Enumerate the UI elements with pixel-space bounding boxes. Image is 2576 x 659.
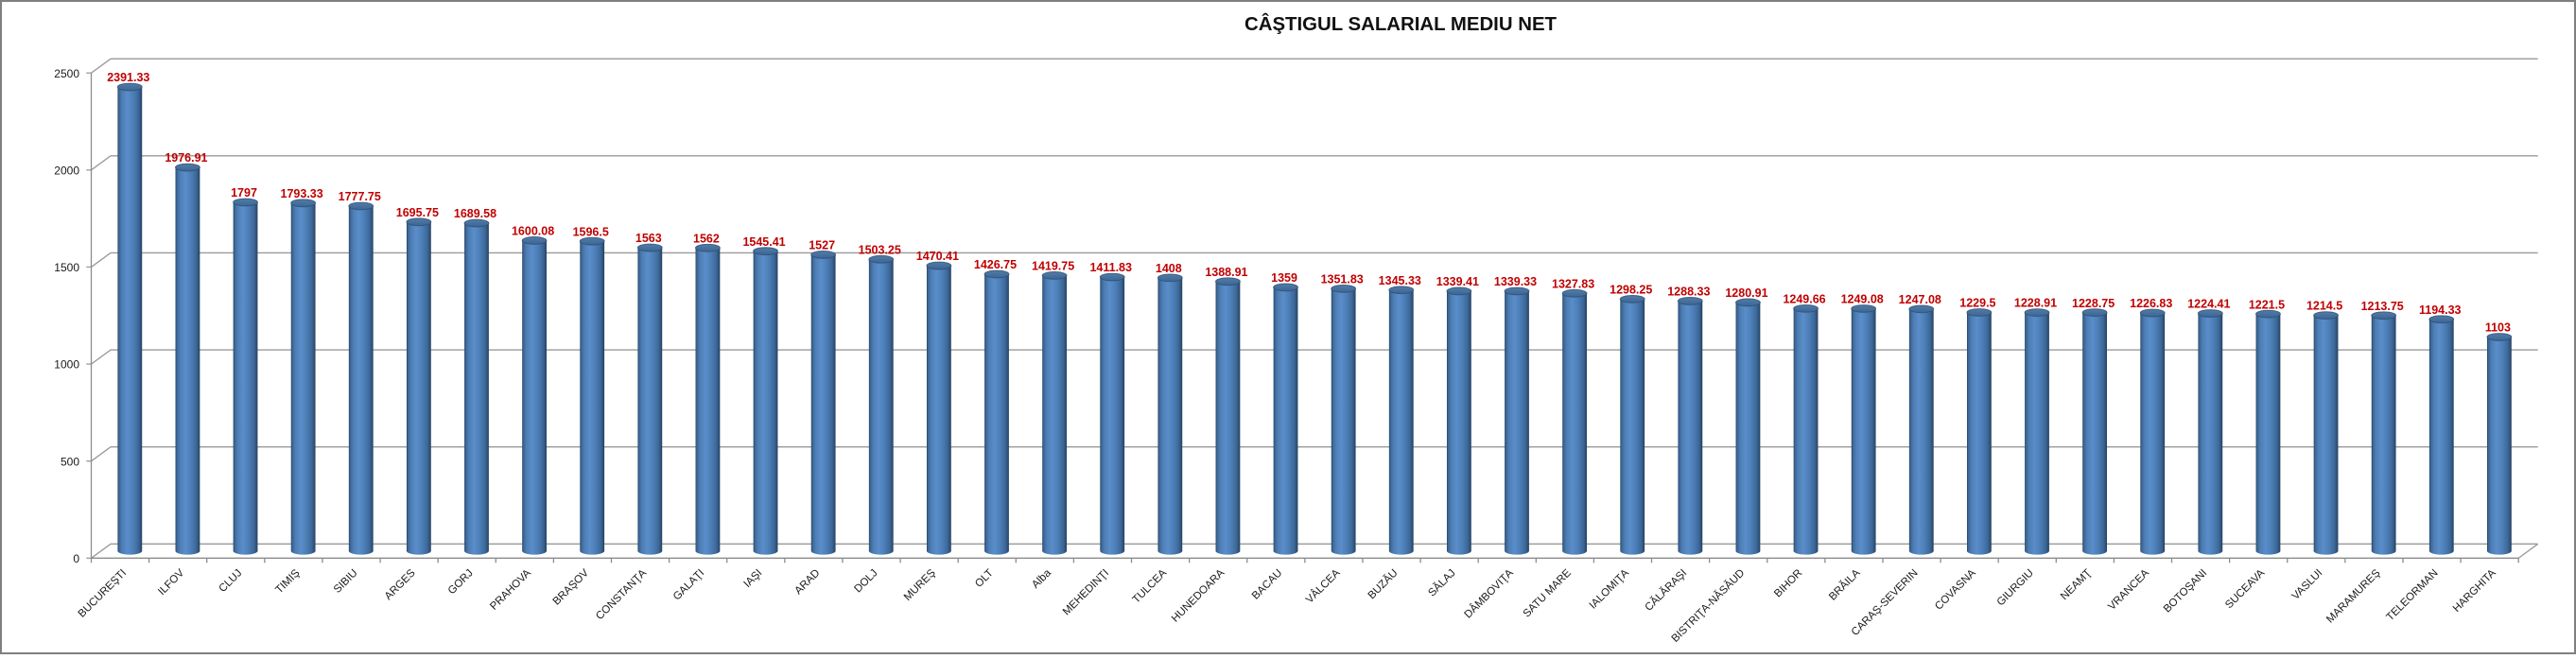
svg-text:1797: 1797 [231, 186, 257, 199]
svg-text:1249.66: 1249.66 [1783, 292, 1825, 305]
svg-text:1562: 1562 [693, 232, 720, 245]
svg-text:1339.41: 1339.41 [1436, 275, 1479, 288]
svg-text:1224.41: 1224.41 [2187, 298, 2230, 311]
svg-text:1419.75: 1419.75 [1032, 260, 1074, 273]
svg-text:1426.75: 1426.75 [974, 258, 1017, 271]
svg-text:0: 0 [73, 552, 79, 565]
svg-text:1411.83: 1411.83 [1089, 261, 1132, 274]
svg-text:1228.91: 1228.91 [2014, 297, 2057, 310]
svg-text:2000: 2000 [54, 164, 79, 177]
svg-text:1500: 1500 [54, 261, 79, 274]
svg-text:1213.75: 1213.75 [2361, 300, 2404, 313]
svg-text:2391.33: 2391.33 [107, 71, 149, 84]
svg-text:1345.33: 1345.33 [1379, 274, 1421, 287]
svg-text:1228.75: 1228.75 [2072, 297, 2115, 310]
svg-text:1221.5: 1221.5 [2249, 298, 2285, 311]
svg-text:1777.75: 1777.75 [339, 190, 381, 203]
svg-text:1298.25: 1298.25 [1610, 284, 1652, 297]
svg-text:1596.5: 1596.5 [573, 225, 609, 238]
svg-text:1327.83: 1327.83 [1552, 277, 1594, 290]
svg-text:1351.83: 1351.83 [1321, 273, 1364, 286]
svg-text:1563: 1563 [635, 232, 662, 245]
svg-text:1600.08: 1600.08 [512, 225, 554, 238]
svg-text:1103: 1103 [2485, 321, 2511, 335]
svg-text:1226.83: 1226.83 [2130, 297, 2172, 310]
svg-text:1194.33: 1194.33 [2419, 303, 2462, 317]
svg-text:1689.58: 1689.58 [454, 207, 496, 220]
svg-text:1339.33: 1339.33 [1494, 275, 1537, 288]
svg-text:1388.91: 1388.91 [1205, 266, 1247, 279]
svg-text:1527: 1527 [809, 239, 835, 252]
svg-text:1247.08: 1247.08 [1899, 293, 1941, 306]
svg-text:1214.5: 1214.5 [2306, 300, 2342, 313]
svg-text:1288.33: 1288.33 [1667, 286, 1710, 299]
svg-text:1229.5: 1229.5 [1959, 297, 1995, 310]
svg-text:1793.33: 1793.33 [281, 187, 323, 200]
svg-text:1280.91: 1280.91 [1725, 286, 1767, 300]
svg-text:1408: 1408 [1156, 262, 1182, 275]
svg-text:1976.91: 1976.91 [165, 151, 207, 165]
svg-text:1470.41: 1470.41 [916, 250, 959, 263]
svg-text:2500: 2500 [54, 67, 79, 80]
svg-text:1545.41: 1545.41 [742, 235, 785, 249]
svg-text:1000: 1000 [54, 358, 79, 372]
svg-text:1695.75: 1695.75 [396, 206, 439, 219]
svg-text:500: 500 [61, 455, 79, 468]
svg-text:1503.25: 1503.25 [859, 243, 901, 256]
svg-text:1249.08: 1249.08 [1841, 293, 1884, 306]
svg-text:1359: 1359 [1271, 271, 1297, 285]
svg-text:CÂŞTIGUL SALARIAL MEDIU NET: CÂŞTIGUL SALARIAL MEDIU NET [1244, 12, 1557, 35]
